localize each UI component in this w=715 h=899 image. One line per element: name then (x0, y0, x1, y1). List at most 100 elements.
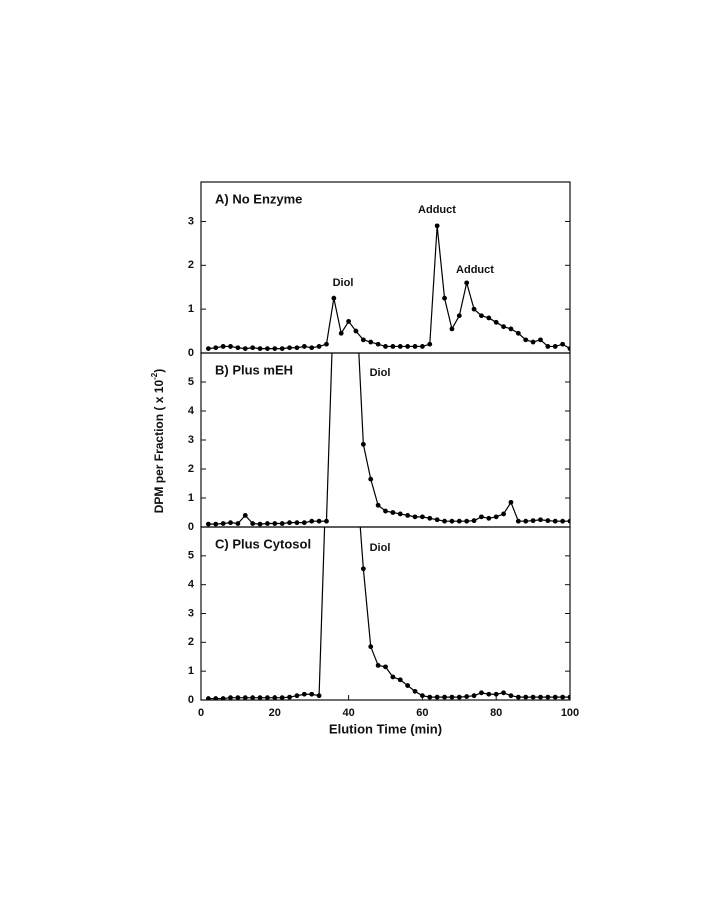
data-point (405, 683, 411, 688)
data-point (538, 337, 543, 343)
data-point (397, 677, 403, 683)
panel-title: C) Plus Cytosol (215, 536, 311, 551)
data-point (279, 346, 285, 352)
data-point (530, 694, 536, 700)
y-tick-label: 1 (188, 665, 194, 677)
data-point (523, 694, 529, 700)
data-point (545, 694, 551, 700)
data-point (515, 518, 521, 524)
data-point (567, 694, 570, 700)
data-point (235, 695, 241, 700)
data-point (346, 293, 351, 298)
data-point (390, 510, 396, 515)
y-tick-label: 2 (188, 463, 194, 475)
y-tick-label: 1 (188, 303, 194, 315)
data-point (294, 345, 300, 351)
data-point (560, 518, 566, 524)
data-point (397, 511, 403, 517)
series (205, 293, 570, 527)
data-point (301, 691, 307, 697)
data-point (265, 695, 270, 700)
data-point (567, 518, 570, 524)
y-label-text: DPM per Fraction ( x 10 (152, 380, 166, 514)
data-point (265, 521, 270, 526)
data-point (456, 518, 462, 524)
data-point (294, 520, 300, 526)
data-point (434, 517, 440, 523)
y-tick-label: 4 (188, 405, 195, 417)
data-point (324, 518, 329, 524)
x-tick-label: 80 (490, 707, 502, 719)
annotation: Adduct (418, 204, 456, 216)
y-tick-label: 3 (188, 607, 194, 619)
data-point (250, 695, 256, 700)
data-point (324, 341, 329, 347)
y-tick-label: 5 (188, 376, 194, 388)
data-point (383, 664, 388, 670)
data-point (368, 644, 374, 650)
data-point (279, 695, 285, 700)
data-point (279, 521, 285, 526)
data-point (434, 694, 440, 700)
y-tick-label: 1 (188, 492, 194, 504)
data-point (486, 315, 492, 321)
series (205, 467, 570, 700)
data-point (265, 346, 270, 352)
x-tick-label: 100 (561, 707, 579, 719)
data-point (368, 339, 374, 345)
y-label-suffix: ) (152, 369, 166, 373)
data-point (552, 518, 558, 524)
data-point (272, 695, 278, 700)
data-point (493, 319, 499, 325)
data-point (375, 341, 381, 347)
data-point (242, 513, 248, 518)
data-point (272, 521, 278, 526)
data-point (250, 345, 256, 351)
data-point (471, 518, 477, 524)
data-point (560, 694, 566, 700)
data-line (208, 527, 570, 700)
panel-title: B) Plus mEH (215, 362, 293, 377)
data-point (552, 344, 558, 349)
y-tick-label: 2 (188, 259, 194, 271)
data-point (479, 690, 484, 696)
data-point (301, 520, 307, 526)
data-point (486, 691, 492, 697)
data-point (420, 693, 425, 699)
data-point (412, 688, 418, 694)
data-point (530, 339, 536, 345)
data-point (354, 293, 359, 298)
data-point (390, 344, 396, 349)
data-point (567, 346, 570, 352)
data-point (287, 520, 292, 526)
panel-frame (200, 181, 571, 354)
data-point (257, 346, 263, 352)
data-point (339, 467, 344, 472)
data-point (220, 696, 226, 700)
data-point (479, 313, 484, 319)
annotation: Diol (333, 277, 354, 289)
data-point (257, 695, 263, 700)
data-point (353, 328, 359, 334)
data-point (205, 696, 211, 700)
data-point (442, 694, 447, 700)
data-point (213, 696, 219, 700)
data-point (471, 693, 477, 699)
data-point (420, 514, 425, 520)
data-point (405, 513, 411, 518)
data-point (375, 502, 381, 508)
data-point (205, 521, 211, 527)
data-point (449, 694, 455, 700)
data-point (383, 344, 388, 349)
data-point (471, 306, 477, 312)
data-point (456, 694, 462, 700)
data-point (213, 521, 219, 527)
annotation: Diol (370, 367, 391, 379)
data-point (294, 693, 300, 699)
data-point (449, 326, 455, 332)
data-point (508, 326, 514, 332)
panel-frame (200, 352, 571, 528)
annotation: Diol (370, 542, 391, 554)
x-tick-label: 60 (416, 707, 428, 719)
data-point (250, 521, 256, 526)
